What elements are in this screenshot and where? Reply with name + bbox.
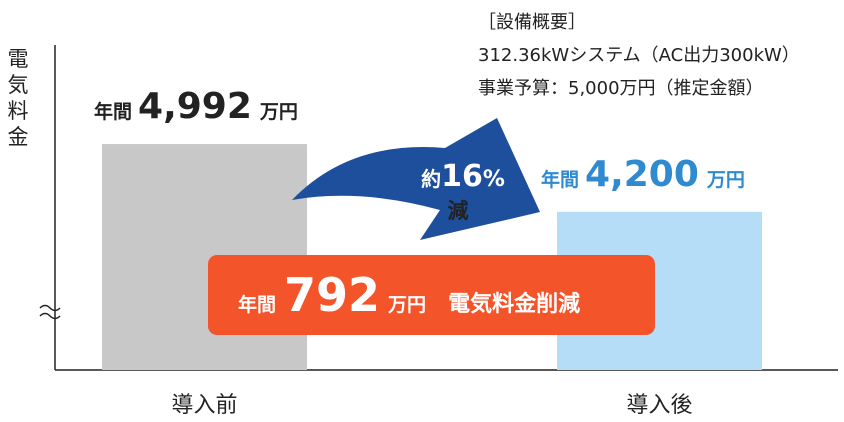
- value-label: 年間 4,200 万円: [541, 154, 745, 195]
- value-label: 年間 4,992 万円: [94, 86, 298, 127]
- y-axis-label-char: 気: [8, 73, 29, 97]
- savings-label: 年間 792 万円 電気料金削減: [238, 268, 580, 322]
- value-unit: 万円: [259, 101, 298, 123]
- x-tick-label: 導入前: [171, 393, 237, 418]
- x-tick-label: 導入後: [626, 393, 692, 418]
- savings-text: 電気料金削減: [448, 291, 580, 317]
- savings-box: [208, 255, 655, 335]
- value-prefix: 年間: [94, 100, 132, 123]
- reduction-value: 16: [441, 159, 483, 194]
- reduction-suffix: 減: [448, 199, 469, 223]
- savings-unit: 万円: [387, 294, 426, 316]
- note-line: 事業予算：5,000万円（推定金額）: [478, 78, 764, 99]
- note-line: 312.36kWシステム（AC出力300kW）: [478, 45, 800, 66]
- axis-break: [39, 304, 61, 320]
- value-number: 4,200: [585, 154, 699, 195]
- savings-value: 792: [284, 268, 380, 322]
- note-line: ［設備概要］: [478, 12, 586, 33]
- y-axis-label-char: 金: [8, 125, 29, 149]
- reduction-prefix: 約: [421, 167, 441, 191]
- value-prefix: 年間: [541, 168, 579, 191]
- y-axis-label-char: 料: [8, 99, 29, 123]
- reduction-arrow: [292, 118, 540, 240]
- y-axis-label-char: 電: [8, 47, 29, 71]
- savings-prefix: 年間: [238, 293, 276, 316]
- value-number: 4,992: [138, 86, 252, 127]
- reduction-unit: %: [483, 167, 505, 192]
- value-unit: 万円: [706, 169, 745, 191]
- reduction-label: 約16%: [421, 159, 505, 194]
